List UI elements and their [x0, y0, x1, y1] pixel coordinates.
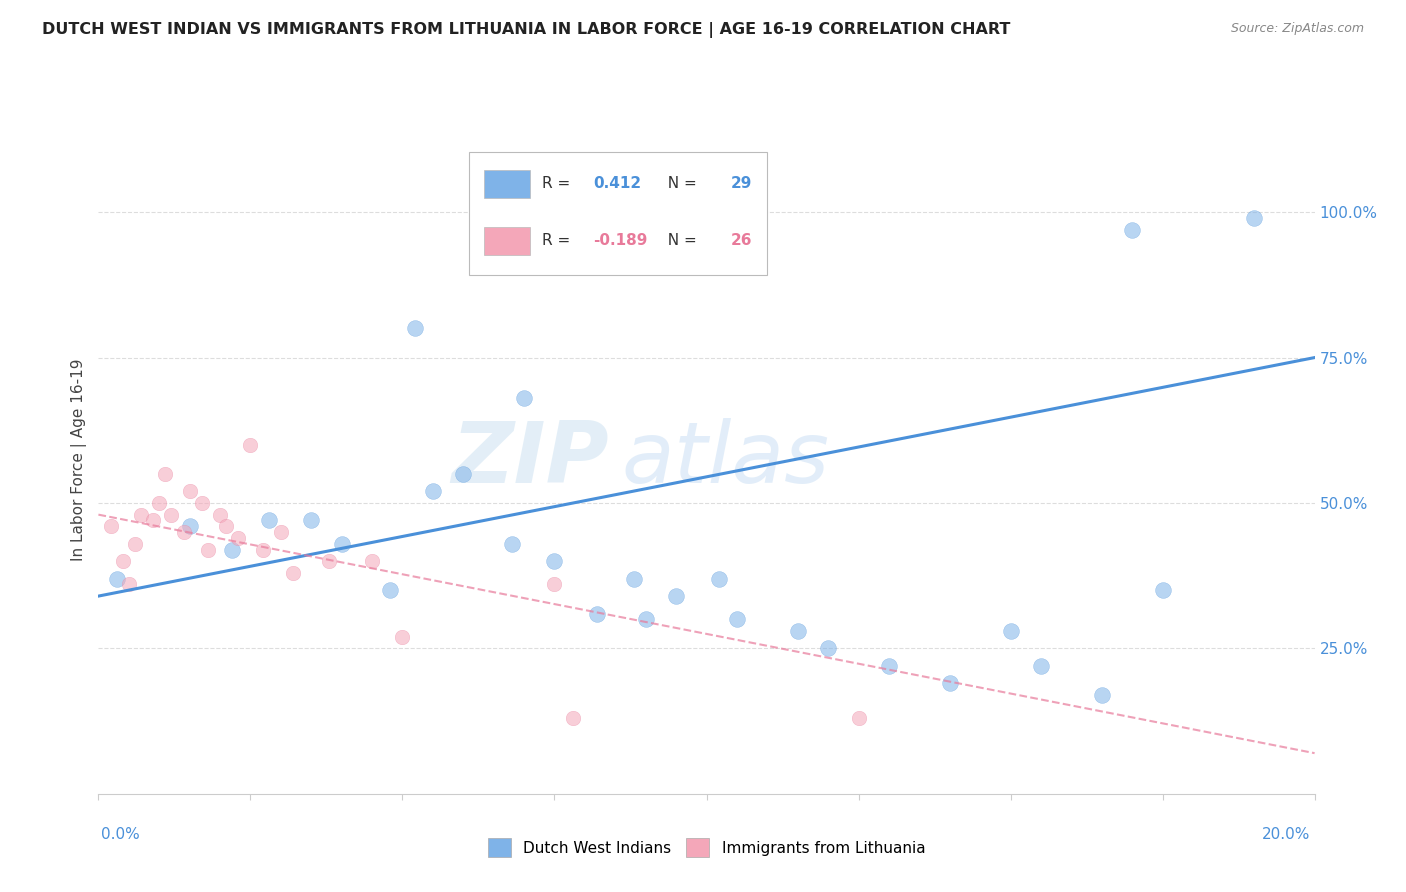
Point [404, 321, 426, 335]
Text: atlas: atlas [621, 417, 830, 501]
Point [665, 589, 688, 603]
Text: N =: N = [658, 233, 702, 248]
Point [1152, 583, 1174, 598]
Text: 20.0%: 20.0% [1263, 827, 1310, 841]
Point [330, 537, 353, 551]
Point [380, 583, 402, 598]
Point [148, 496, 170, 510]
Point [221, 542, 243, 557]
Point [391, 630, 413, 644]
Point [105, 572, 128, 586]
Point [318, 554, 340, 568]
Point [155, 467, 177, 481]
Point [179, 519, 201, 533]
Text: N =: N = [658, 177, 702, 191]
Point [100, 519, 122, 533]
Point [543, 554, 565, 568]
Point [1121, 222, 1143, 236]
Text: ZIP: ZIP [451, 417, 609, 501]
Legend: Dutch West Indians, Immigrants from Lithuania: Dutch West Indians, Immigrants from Lith… [482, 832, 931, 863]
Point [561, 711, 583, 725]
Point [623, 572, 645, 586]
Point [173, 525, 195, 540]
Point [877, 659, 900, 673]
Point [586, 607, 609, 621]
Point [299, 513, 322, 527]
Point [257, 513, 280, 527]
Point [1029, 659, 1052, 673]
Point [513, 392, 536, 406]
Point [118, 577, 141, 591]
Point [817, 641, 839, 656]
Point [634, 612, 657, 626]
Point [1243, 211, 1265, 225]
Text: -0.189: -0.189 [593, 233, 648, 248]
Point [453, 467, 475, 481]
Point [361, 554, 384, 568]
Point [707, 572, 730, 586]
Point [281, 566, 304, 580]
Point [1091, 688, 1114, 702]
Point [215, 519, 238, 533]
Y-axis label: In Labor Force | Age 16-19: In Labor Force | Age 16-19 [72, 358, 87, 561]
Text: DUTCH WEST INDIAN VS IMMIGRANTS FROM LITHUANIA IN LABOR FORCE | AGE 16-19 CORREL: DUTCH WEST INDIAN VS IMMIGRANTS FROM LIT… [42, 22, 1011, 38]
Text: R =: R = [543, 233, 575, 248]
Point [848, 711, 870, 725]
Point [129, 508, 152, 522]
Text: 0.412: 0.412 [593, 177, 641, 191]
Text: 26: 26 [731, 233, 752, 248]
FancyBboxPatch shape [484, 170, 530, 199]
Point [543, 577, 565, 591]
FancyBboxPatch shape [470, 152, 768, 276]
Point [501, 537, 523, 551]
Point [142, 513, 165, 527]
FancyBboxPatch shape [484, 227, 530, 255]
Point [725, 612, 748, 626]
Point [197, 542, 219, 557]
Point [124, 537, 146, 551]
Point [226, 531, 249, 545]
Text: Source: ZipAtlas.com: Source: ZipAtlas.com [1230, 22, 1364, 36]
Point [160, 508, 183, 522]
Text: R =: R = [543, 177, 575, 191]
Point [252, 542, 274, 557]
Point [179, 484, 201, 499]
Point [422, 484, 444, 499]
Point [270, 525, 292, 540]
Text: 0.0%: 0.0% [101, 827, 141, 841]
Point [191, 496, 214, 510]
Point [786, 624, 808, 638]
Point [939, 676, 962, 690]
Point [239, 438, 262, 452]
Point [1000, 624, 1022, 638]
Text: 29: 29 [731, 177, 752, 191]
Point [111, 554, 134, 568]
Point [209, 508, 232, 522]
